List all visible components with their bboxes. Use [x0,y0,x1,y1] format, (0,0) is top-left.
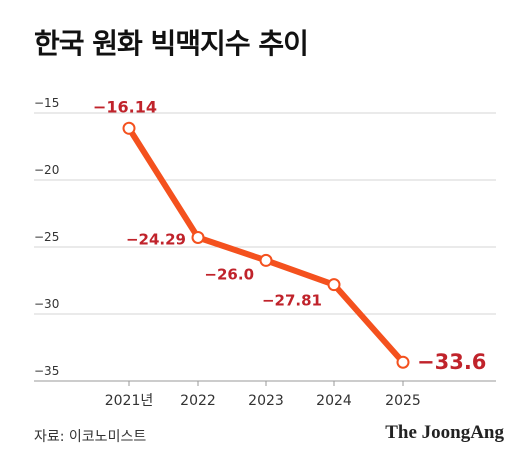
data-label: −27.81 [262,292,322,310]
data-point [191,230,205,244]
grid-lines [34,112,496,382]
y-tick-label: −25 [34,230,59,244]
source-note: 자료: 이코노미스트 [34,429,147,445]
brand-logo: The JoongAng [385,422,504,443]
y-axis-tick-labels: −15 −20 −25 −30 −35 [34,96,59,378]
x-tick-label: 2022 [180,393,216,409]
x-tick-label: 2021년 [105,393,154,409]
y-tick-label: −30 [34,297,59,311]
data-label: −33.6 [417,350,486,374]
data-label: −26.0 [204,265,254,283]
x-axis-tick-labels: 2021년 2022 2023 2024 2025 [105,381,421,409]
data-label: −24.29 [126,230,186,248]
data-points [122,121,410,369]
x-tick-label: 2025 [385,393,421,409]
chart-title: 한국 원화 빅맥지수 추이 [34,27,309,60]
data-point [396,355,410,369]
data-labels: −16.14 −24.29 −26.0 −27.81 −33.6 [93,97,486,374]
y-tick-label: −35 [34,364,59,378]
data-label: −16.14 [93,97,157,116]
data-point [122,121,136,135]
data-point [327,278,341,292]
y-tick-label: −20 [34,163,59,177]
x-tick-label: 2023 [248,393,284,409]
y-tick-label: −15 [34,96,59,110]
data-point [259,253,273,267]
x-tick-label: 2024 [316,393,352,409]
